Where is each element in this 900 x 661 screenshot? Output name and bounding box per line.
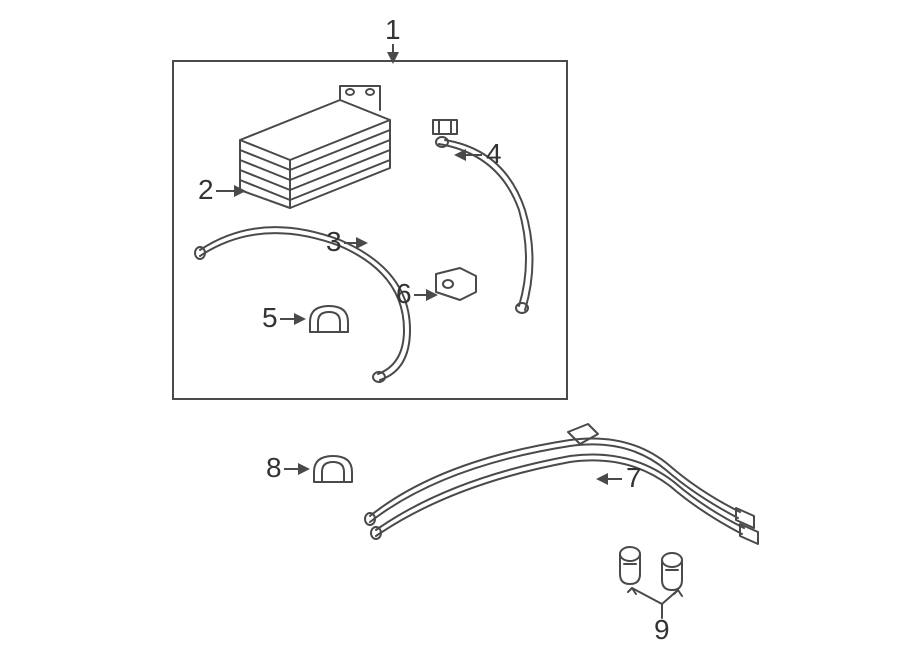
part-cooler bbox=[230, 80, 400, 210]
callout-arrow-4 bbox=[456, 154, 482, 156]
callout-label-7: 7 bbox=[626, 464, 642, 492]
callout-label-9: 9 bbox=[654, 616, 670, 644]
callout-arrow-7 bbox=[598, 478, 622, 480]
callout-arrow-5 bbox=[280, 318, 304, 320]
callout-label-8: 8 bbox=[266, 454, 282, 482]
callout-arrow-9 bbox=[616, 580, 696, 620]
callout-arrow-8 bbox=[284, 468, 308, 470]
callout-arrow-2 bbox=[216, 190, 244, 192]
callout-label-5: 5 bbox=[262, 304, 278, 332]
callout-label-1: 1 bbox=[385, 16, 401, 44]
callout-label-6: 6 bbox=[396, 280, 412, 308]
diagram-stage: 1 2 3 4 5 6 7 8 9 bbox=[0, 0, 900, 661]
callout-label-2: 2 bbox=[198, 176, 214, 204]
callout-label-4: 4 bbox=[486, 140, 502, 168]
callout-arrow-3 bbox=[344, 242, 366, 244]
part-clamp-5 bbox=[306, 302, 352, 336]
callout-arrow-6 bbox=[414, 294, 436, 296]
callout-label-3: 3 bbox=[326, 228, 342, 256]
callout-arrow-1 bbox=[392, 44, 394, 62]
